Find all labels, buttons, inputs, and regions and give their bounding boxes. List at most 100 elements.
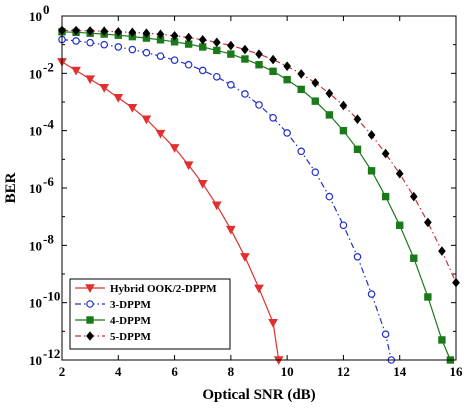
data-point xyxy=(142,48,151,57)
x-tick-label: 16 xyxy=(450,364,464,379)
data-point xyxy=(114,26,123,37)
data-point xyxy=(241,90,249,98)
data-point xyxy=(367,167,376,175)
y-axis-title: BER xyxy=(3,172,19,203)
y-tick-exponent: -2 xyxy=(43,59,54,74)
legend-marker xyxy=(86,331,94,341)
data-point xyxy=(227,81,235,89)
x-tick-label: 6 xyxy=(171,364,178,379)
x-tick-label: 14 xyxy=(393,364,407,379)
x-tick-label: 4 xyxy=(115,364,122,379)
x-tick-label: 12 xyxy=(337,364,350,379)
data-point xyxy=(283,61,291,71)
data-point xyxy=(72,37,80,45)
plot-frame xyxy=(61,15,457,361)
data-point xyxy=(127,104,138,113)
data-point xyxy=(128,45,137,54)
data-point xyxy=(255,61,263,69)
data-point xyxy=(100,26,109,36)
data-point xyxy=(141,115,152,125)
data-point xyxy=(325,111,334,119)
data-point xyxy=(283,129,291,137)
data-point xyxy=(212,37,221,48)
legend-label: 5-DPPM xyxy=(110,331,152,343)
data-point xyxy=(184,60,193,69)
data-point xyxy=(128,27,137,38)
data-point xyxy=(269,113,277,122)
data-point xyxy=(142,28,151,39)
data-point xyxy=(85,75,95,85)
data-point xyxy=(381,330,390,339)
data-point xyxy=(409,191,418,202)
y-tick-exponent: 0 xyxy=(43,2,50,17)
data-point xyxy=(396,221,404,229)
x-tick-label: 2 xyxy=(59,364,66,379)
data-point xyxy=(227,50,235,58)
data-point xyxy=(72,25,80,36)
data-point xyxy=(213,46,221,55)
data-point xyxy=(169,144,180,153)
data-point xyxy=(339,100,348,111)
legend-label: Hybrid OOK/2-DPPM xyxy=(110,283,217,295)
data-point xyxy=(226,225,236,235)
data-point xyxy=(325,192,334,201)
data-point xyxy=(367,130,376,140)
y-tick-exponent: -12 xyxy=(43,346,60,361)
y-tick-exponent: -10 xyxy=(43,289,60,304)
data-point xyxy=(269,54,277,65)
data-point xyxy=(255,49,263,59)
data-point xyxy=(198,34,207,45)
data-point xyxy=(212,72,221,81)
data-point xyxy=(424,217,432,228)
data-point xyxy=(438,246,446,256)
data-point xyxy=(353,252,362,261)
data-point xyxy=(254,284,264,294)
data-point xyxy=(424,293,432,301)
x-tick-label: 10 xyxy=(281,364,294,379)
data-point xyxy=(255,101,263,109)
y-tick-label: 10 xyxy=(29,238,42,253)
y-tick-label: 10 xyxy=(29,181,42,196)
legend-label: 4-DPPM xyxy=(110,315,152,327)
data-point xyxy=(297,85,305,94)
legend: Hybrid OOK/2-DPPM 3-DPPM 4-DPPM 5-DPPM xyxy=(69,278,231,350)
data-point xyxy=(184,32,193,43)
y-tick-exponent: -4 xyxy=(43,117,54,132)
data-point xyxy=(227,40,235,51)
legend-label: 3-DPPM xyxy=(110,299,152,311)
data-point xyxy=(269,67,277,76)
data-point xyxy=(155,129,166,139)
data-point xyxy=(170,30,179,41)
series-4 xyxy=(58,25,460,288)
data-point xyxy=(183,161,194,171)
y-tick-exponent: -6 xyxy=(43,174,54,189)
data-point xyxy=(410,254,418,262)
y-tick-exponent: -8 xyxy=(43,231,54,246)
data-point xyxy=(339,126,348,135)
data-point xyxy=(99,83,110,93)
y-tick-label: 10 xyxy=(29,296,42,311)
data-point xyxy=(367,290,376,298)
data-point xyxy=(241,55,249,63)
data-point xyxy=(156,52,165,60)
legend-marker xyxy=(85,284,95,294)
data-point xyxy=(114,43,123,51)
data-point xyxy=(353,114,362,125)
y-tick-label: 10 xyxy=(29,9,42,24)
data-point xyxy=(156,29,165,40)
data-point xyxy=(113,94,124,103)
data-point xyxy=(325,88,334,99)
data-point xyxy=(311,168,320,177)
y-tick-label: 10 xyxy=(29,353,42,368)
data-point xyxy=(197,180,208,189)
data-point xyxy=(283,75,291,84)
data-point xyxy=(297,147,306,156)
data-point xyxy=(381,148,390,159)
legend-marker xyxy=(86,316,94,324)
data-point xyxy=(198,66,207,75)
x-tick-label: 8 xyxy=(228,364,235,379)
data-point xyxy=(86,38,94,47)
data-point xyxy=(268,319,278,328)
